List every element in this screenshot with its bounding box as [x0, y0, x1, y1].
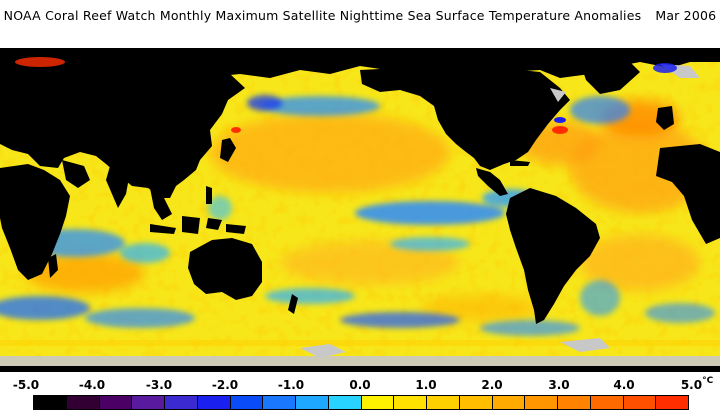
india [106, 166, 130, 208]
colorbar-swatch [558, 396, 591, 409]
colorbar-swatch [525, 396, 558, 409]
land-masses [0, 48, 720, 372]
sea-ice [0, 64, 720, 366]
indochina [150, 188, 172, 220]
cuba [510, 160, 530, 166]
colorbar-swatch [623, 396, 657, 409]
map-svg [0, 48, 720, 372]
north-america [360, 68, 570, 170]
japan [220, 138, 236, 162]
arabia [62, 160, 90, 188]
legend-tick-label: 0.0 [349, 378, 371, 392]
colorbar-swatch [99, 396, 133, 409]
sst-anomaly-map [0, 48, 720, 372]
south-america [506, 188, 600, 324]
antarctica [0, 366, 720, 372]
africa-west [656, 144, 720, 244]
colorbar-swatch [492, 396, 526, 409]
colorbar-swatch [165, 396, 198, 409]
colorbar-swatch [34, 396, 67, 409]
greenland [580, 62, 640, 94]
australia [188, 238, 262, 300]
madagascar [48, 254, 58, 278]
title-date: Mar 2006 [655, 8, 717, 23]
colorbar-swatch [328, 396, 362, 409]
colorbar-swatch [656, 396, 688, 409]
eurasia [0, 58, 245, 198]
color-legend: -5.0 -4.0 -3.0 -2.0 -1.0 0.0 1.0 2.0 3.0… [0, 372, 720, 411]
legend-tick-label: 3.0 [548, 378, 570, 392]
southern-band [0, 340, 720, 346]
legend-tick-label: -2.0 [211, 378, 239, 392]
title-text: NOAA Coral Reef Watch Monthly Maximum Sa… [3, 8, 642, 23]
colorbar-swatch [132, 396, 165, 409]
legend-tick-label-max: 5.0°C [680, 376, 714, 392]
colorbar-swatch [361, 396, 395, 409]
colorbar-swatch [296, 396, 329, 409]
colorbar-swatch [394, 396, 427, 409]
warm-anomalies [25, 100, 710, 322]
colorbar-swatch [197, 396, 231, 409]
legend-tick-label: 2.0 [481, 378, 503, 392]
new-zealand [288, 294, 298, 314]
colorbar-swatch [427, 396, 460, 409]
philippines [206, 186, 212, 204]
legend-tick-label: -3.0 [145, 378, 173, 392]
legend-unit: °C [702, 376, 714, 386]
legend-tick-label: 4.0 [613, 378, 635, 392]
legend-tick-label: -4.0 [78, 378, 106, 392]
colorbar-swatch [230, 396, 264, 409]
central-america [476, 168, 508, 196]
colorbar [33, 395, 689, 410]
colorbar-swatch [459, 396, 493, 409]
colorbar-swatch [263, 396, 296, 409]
legend-tick-label: -5.0 [12, 378, 40, 392]
legend-tick-label: 1.0 [415, 378, 437, 392]
map-title: NOAA Coral Reef Watch Monthly Maximum Sa… [0, 0, 720, 32]
coastal-spots [15, 57, 677, 134]
colorbar-swatch [590, 396, 624, 409]
legend-tick-value: 5.0 [680, 378, 703, 392]
legend-tick-label: -1.0 [277, 378, 305, 392]
indonesia [150, 216, 246, 234]
british-isles [656, 106, 674, 130]
colorbar-swatch [66, 396, 100, 409]
africa-east [0, 164, 70, 280]
